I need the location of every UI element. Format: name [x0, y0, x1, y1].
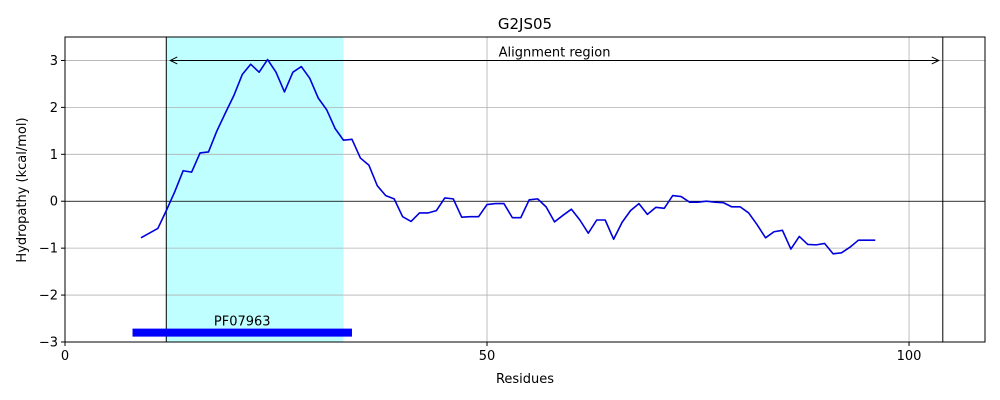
x-tick-label: 0: [61, 349, 69, 364]
chart-title: G2JS05: [498, 15, 552, 33]
y-tick-label: 0: [50, 195, 58, 210]
y-tick-label: −1: [39, 242, 58, 257]
y-tick-label: 1: [50, 148, 58, 163]
highlight-region: [166, 37, 344, 342]
domain-bar-label: PF07963: [214, 315, 271, 330]
chart-background-layer: [65, 37, 985, 342]
alignment-arrow-left-head: [169, 56, 178, 65]
alignment-region-label: Alignment region: [499, 45, 611, 60]
hydropathy-series-line: [140, 58, 876, 255]
data-layer: [140, 58, 876, 255]
overlay-layer: Alignment region PF07963: [132, 37, 944, 342]
y-tick-label: 2: [50, 101, 58, 116]
y-tick-label: 3: [50, 54, 58, 69]
y-axis-label: Hydropathy (kcal/mol): [15, 117, 30, 262]
x-axis-label: Residues: [496, 372, 554, 387]
x-tick-label: 100: [897, 349, 922, 364]
domain-bar: [132, 328, 352, 337]
x-tick-label: 50: [479, 349, 496, 364]
y-tick-label: −3: [39, 336, 58, 351]
y-tick-label: −2: [39, 289, 58, 304]
alignment-arrow-right-head: [931, 56, 940, 65]
axes-layer: 0 50 100 −3 −2 −1 0 1 2 3: [39, 36, 986, 364]
axes-frame: [64, 36, 986, 343]
